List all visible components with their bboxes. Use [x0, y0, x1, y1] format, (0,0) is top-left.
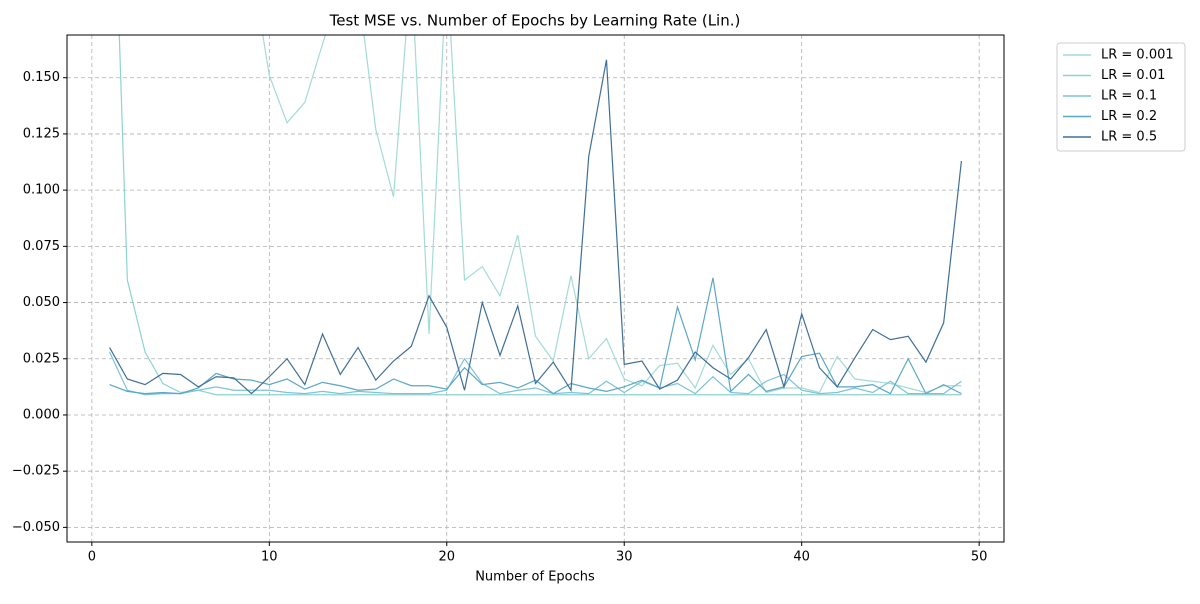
- line: [118, 35, 962, 396]
- y-tick-label: 0.150: [23, 70, 60, 85]
- x-tick-label: 50: [971, 550, 988, 565]
- line: [109, 277, 962, 395]
- legend-label: LR = 0.5: [1101, 130, 1157, 145]
- legend-label: LR = 0.1: [1101, 89, 1157, 104]
- x-tick-label: 0: [88, 550, 96, 565]
- y-tick-label: −0.050: [12, 520, 60, 535]
- legend-label: LR = 0.01: [1101, 68, 1165, 83]
- x-tick-label: 20: [438, 550, 455, 565]
- x-tick-label: 10: [261, 550, 278, 565]
- legend-box: [1056, 42, 1186, 152]
- x-tick-label: 30: [616, 550, 633, 565]
- x-axis-label: Number of Epochs: [475, 570, 595, 585]
- plot-lines: [109, 35, 963, 396]
- x-tick-label: 40: [793, 550, 810, 565]
- line: [109, 59, 963, 395]
- plot-frame: [66, 34, 1005, 543]
- line: [262, 35, 962, 394]
- y-tick-label: 0.025: [23, 351, 60, 366]
- y-tick-label: 0.050: [23, 295, 60, 310]
- y-tick-label: 0.100: [23, 183, 60, 198]
- legend-label: LR = 0.001: [1101, 48, 1174, 63]
- y-tick-label: 0.075: [23, 239, 60, 254]
- line: [109, 351, 962, 396]
- legend-label: LR = 0.2: [1101, 109, 1157, 124]
- y-tick-label: 0.000: [23, 407, 60, 422]
- y-tick-label: 0.125: [23, 126, 60, 141]
- chart-title: Test MSE vs. Number of Epochs by Learnin…: [329, 12, 741, 30]
- y-tick-label: −0.025: [12, 464, 60, 479]
